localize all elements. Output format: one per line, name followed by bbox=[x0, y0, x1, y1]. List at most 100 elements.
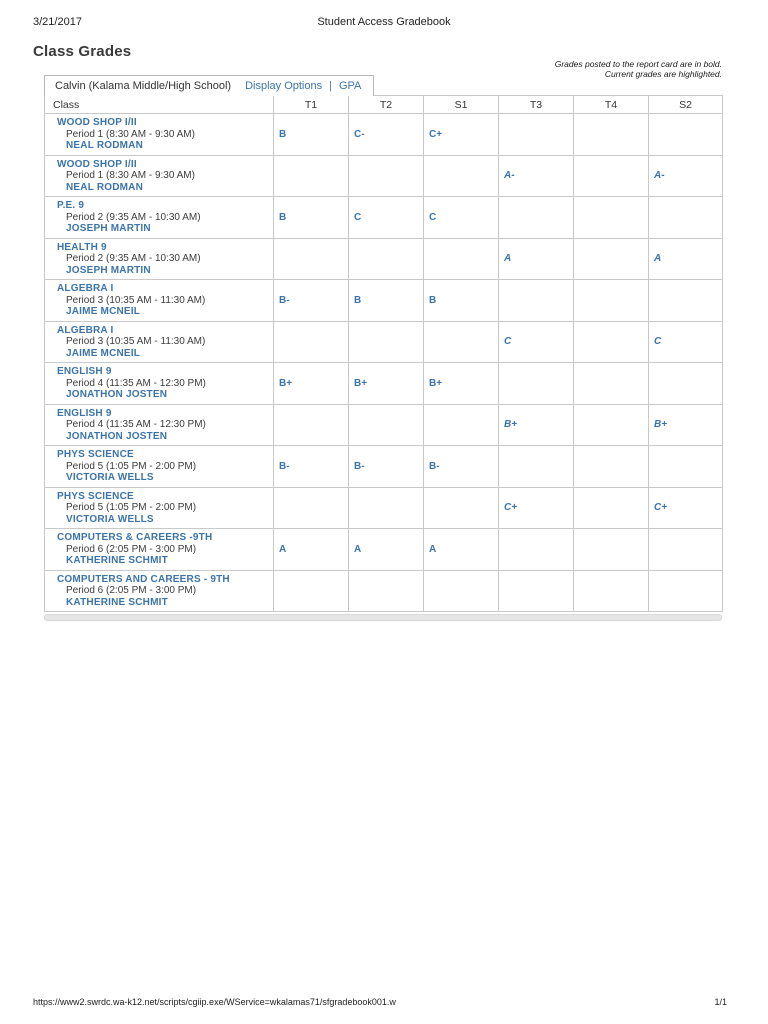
grade-cell-s2 bbox=[648, 569, 723, 612]
grade-cell-s1 bbox=[423, 403, 499, 446]
class-name-link[interactable]: PHYS SCIENCE bbox=[57, 490, 134, 502]
teacher-link[interactable]: KATHERINE SCHMIT bbox=[66, 596, 168, 608]
grade-cell-t2[interactable]: B- bbox=[348, 445, 424, 488]
grade-cell-s1[interactable]: B- bbox=[423, 445, 499, 488]
grade-cell-t1 bbox=[273, 403, 349, 446]
grade-cell-s2[interactable]: A bbox=[648, 237, 723, 280]
column-header-t3: T3 bbox=[498, 95, 574, 114]
table-bottom-bar bbox=[44, 614, 722, 621]
period-time: (10:35 AM - 11:30 AM) bbox=[106, 294, 206, 306]
grade-cell-s2 bbox=[648, 196, 723, 239]
grade-cell-t4 bbox=[573, 569, 649, 612]
grade-cell-s2[interactable]: B+ bbox=[648, 403, 723, 446]
teacher-link[interactable]: JAIME MCNEIL bbox=[66, 347, 141, 359]
class-name-link[interactable]: ALGEBRA I bbox=[57, 324, 114, 336]
class-name-link[interactable]: COMPUTERS & CAREERS -9TH bbox=[57, 532, 213, 543]
grade-cell-s2[interactable]: A- bbox=[648, 154, 723, 197]
grade-cell-t3[interactable]: A bbox=[498, 237, 574, 280]
class-name-link[interactable]: WOOD SHOP I/II bbox=[57, 158, 137, 170]
teacher-link[interactable]: JONATHON JOSTEN bbox=[66, 389, 168, 400]
table-row: COMPUTERS & CAREERS -9TH Period 6 (2:05 P… bbox=[44, 528, 723, 571]
table-row: COMPUTERS AND CAREERS - 9TH Period 6 (2:0… bbox=[44, 569, 723, 612]
class-name-link[interactable]: ALGEBRA I bbox=[57, 283, 114, 294]
grade-cell-t3 bbox=[498, 196, 574, 239]
teacher-link[interactable]: KATHERINE SCHMIT bbox=[66, 555, 168, 566]
class-name-link[interactable]: PHYS SCIENCE bbox=[57, 449, 134, 460]
period-label: Period 3 bbox=[66, 336, 104, 347]
period-label: Period 3 bbox=[66, 294, 104, 306]
grade-cell-t3[interactable]: C bbox=[498, 320, 574, 363]
grade-cell-s2[interactable]: C+ bbox=[648, 486, 723, 529]
grade-cell-t1[interactable]: B bbox=[273, 196, 349, 239]
student-tab: Calvin (Kalama Middle/High School) Displ… bbox=[44, 75, 375, 96]
period-label: Period 6 bbox=[66, 585, 104, 596]
grade-cell-t2[interactable]: C bbox=[348, 196, 424, 239]
period-label: Period 2 bbox=[66, 253, 104, 264]
period-time: (11:35 AM - 12:30 PM) bbox=[106, 377, 206, 389]
class-cell: P.E. 9 Period 2 (9:35 AM - 10:30 AM) JOSEP… bbox=[44, 196, 274, 239]
period-info: Period 4 (11:35 AM - 12:30 PM) bbox=[66, 419, 269, 431]
grade-cell-s1[interactable]: C bbox=[423, 196, 499, 239]
grade-cell-t2[interactable]: C- bbox=[348, 113, 424, 156]
period-label: Period 6 bbox=[66, 543, 104, 555]
period-time: (2:05 PM - 3:00 PM) bbox=[106, 543, 197, 555]
grade-cell-t1[interactable]: B+ bbox=[273, 362, 349, 405]
class-cell: PHYS SCIENCE Period 5 (1:05 PM - 2:00 PM)… bbox=[44, 445, 274, 488]
column-header-t4: T4 bbox=[573, 95, 649, 114]
grade-cell-t3[interactable]: B+ bbox=[498, 403, 574, 446]
grade-cell-s1[interactable]: B bbox=[423, 279, 499, 322]
gpa-link[interactable]: GPA bbox=[338, 79, 362, 92]
teacher-link[interactable]: JONATHON JOSTEN bbox=[66, 430, 168, 442]
grade-cell-t1 bbox=[273, 486, 349, 529]
grade-cell-t3 bbox=[498, 445, 574, 488]
grade-cell-t3[interactable]: C+ bbox=[498, 486, 574, 529]
period-info: Period 1 (8:30 AM - 9:30 AM) bbox=[66, 170, 269, 182]
teacher-link[interactable]: NEAL RODMAN bbox=[66, 181, 144, 193]
teacher-link[interactable]: JOSEPH MARTIN bbox=[66, 264, 151, 276]
class-cell: PHYS SCIENCE Period 5 (1:05 PM - 2:00 PM)… bbox=[44, 486, 274, 529]
grade-cell-t3[interactable]: A- bbox=[498, 154, 574, 197]
grade-cell-t1[interactable]: A bbox=[273, 528, 349, 571]
class-name-link[interactable]: COMPUTERS AND CAREERS - 9TH bbox=[57, 573, 230, 585]
grade-cell-t1[interactable]: B bbox=[273, 113, 349, 156]
grade-cell-t3 bbox=[498, 362, 574, 405]
grade-cell-s2[interactable]: C bbox=[648, 320, 723, 363]
column-header-t2: T2 bbox=[348, 95, 424, 114]
grade-cell-t2[interactable]: A bbox=[348, 528, 424, 571]
class-name-link[interactable]: ENGLISH 9 bbox=[57, 407, 112, 419]
period-info: Period 6 (2:05 PM - 3:00 PM) bbox=[66, 544, 269, 556]
grade-cell-s1[interactable]: C+ bbox=[423, 113, 499, 156]
grade-cell-s1[interactable]: A bbox=[423, 528, 499, 571]
grade-cell-t2[interactable]: B bbox=[348, 279, 424, 322]
period-info: Period 3 (10:35 AM - 11:30 AM) bbox=[66, 336, 269, 348]
grade-cell-s1 bbox=[423, 486, 499, 529]
legend-highlight-note: Current grades are highlighted. bbox=[604, 68, 722, 79]
grade-cell-s2 bbox=[648, 445, 723, 488]
grade-cell-t1[interactable]: B- bbox=[273, 445, 349, 488]
period-label: Period 5 bbox=[66, 502, 104, 513]
gradebook-widget: Calvin (Kalama Middle/High School) Displ… bbox=[44, 75, 723, 621]
grade-cell-s2 bbox=[648, 113, 723, 156]
grade-cell-t2[interactable]: B+ bbox=[348, 362, 424, 405]
teacher-link[interactable]: NEAL RODMAN bbox=[66, 140, 144, 151]
class-name-link[interactable]: ENGLISH 9 bbox=[57, 366, 112, 377]
teacher-link[interactable]: VICTORIA WELLS bbox=[66, 472, 154, 483]
teacher-link[interactable]: JOSEPH MARTIN bbox=[66, 223, 151, 234]
teacher-link[interactable]: JAIME MCNEIL bbox=[66, 306, 141, 317]
grade-cell-t4 bbox=[573, 279, 649, 322]
teacher-link[interactable]: VICTORIA WELLS bbox=[66, 513, 154, 525]
grade-cell-s1[interactable]: B+ bbox=[423, 362, 499, 405]
class-name-link[interactable]: WOOD SHOP I/II bbox=[57, 117, 137, 128]
grade-cell-s2 bbox=[648, 279, 723, 322]
table-row: ALGEBRA I Period 3 (10:35 AM - 11:30 AM) J… bbox=[44, 320, 723, 363]
column-header-s1: S1 bbox=[423, 95, 499, 114]
grade-cell-t1[interactable]: B- bbox=[273, 279, 349, 322]
grade-cell-s2 bbox=[648, 528, 723, 571]
class-name-link[interactable]: HEALTH 9 bbox=[57, 241, 107, 253]
display-options-link[interactable]: Display Options bbox=[245, 79, 323, 92]
grade-cell-t4 bbox=[573, 320, 649, 363]
class-name-link[interactable]: P.E. 9 bbox=[57, 200, 85, 211]
table-row: P.E. 9 Period 2 (9:35 AM - 10:30 AM) JOSEP… bbox=[44, 196, 723, 239]
period-info: Period 2 (9:35 AM - 10:30 AM) bbox=[66, 212, 269, 224]
period-time: (11:35 AM - 12:30 PM) bbox=[106, 419, 206, 430]
